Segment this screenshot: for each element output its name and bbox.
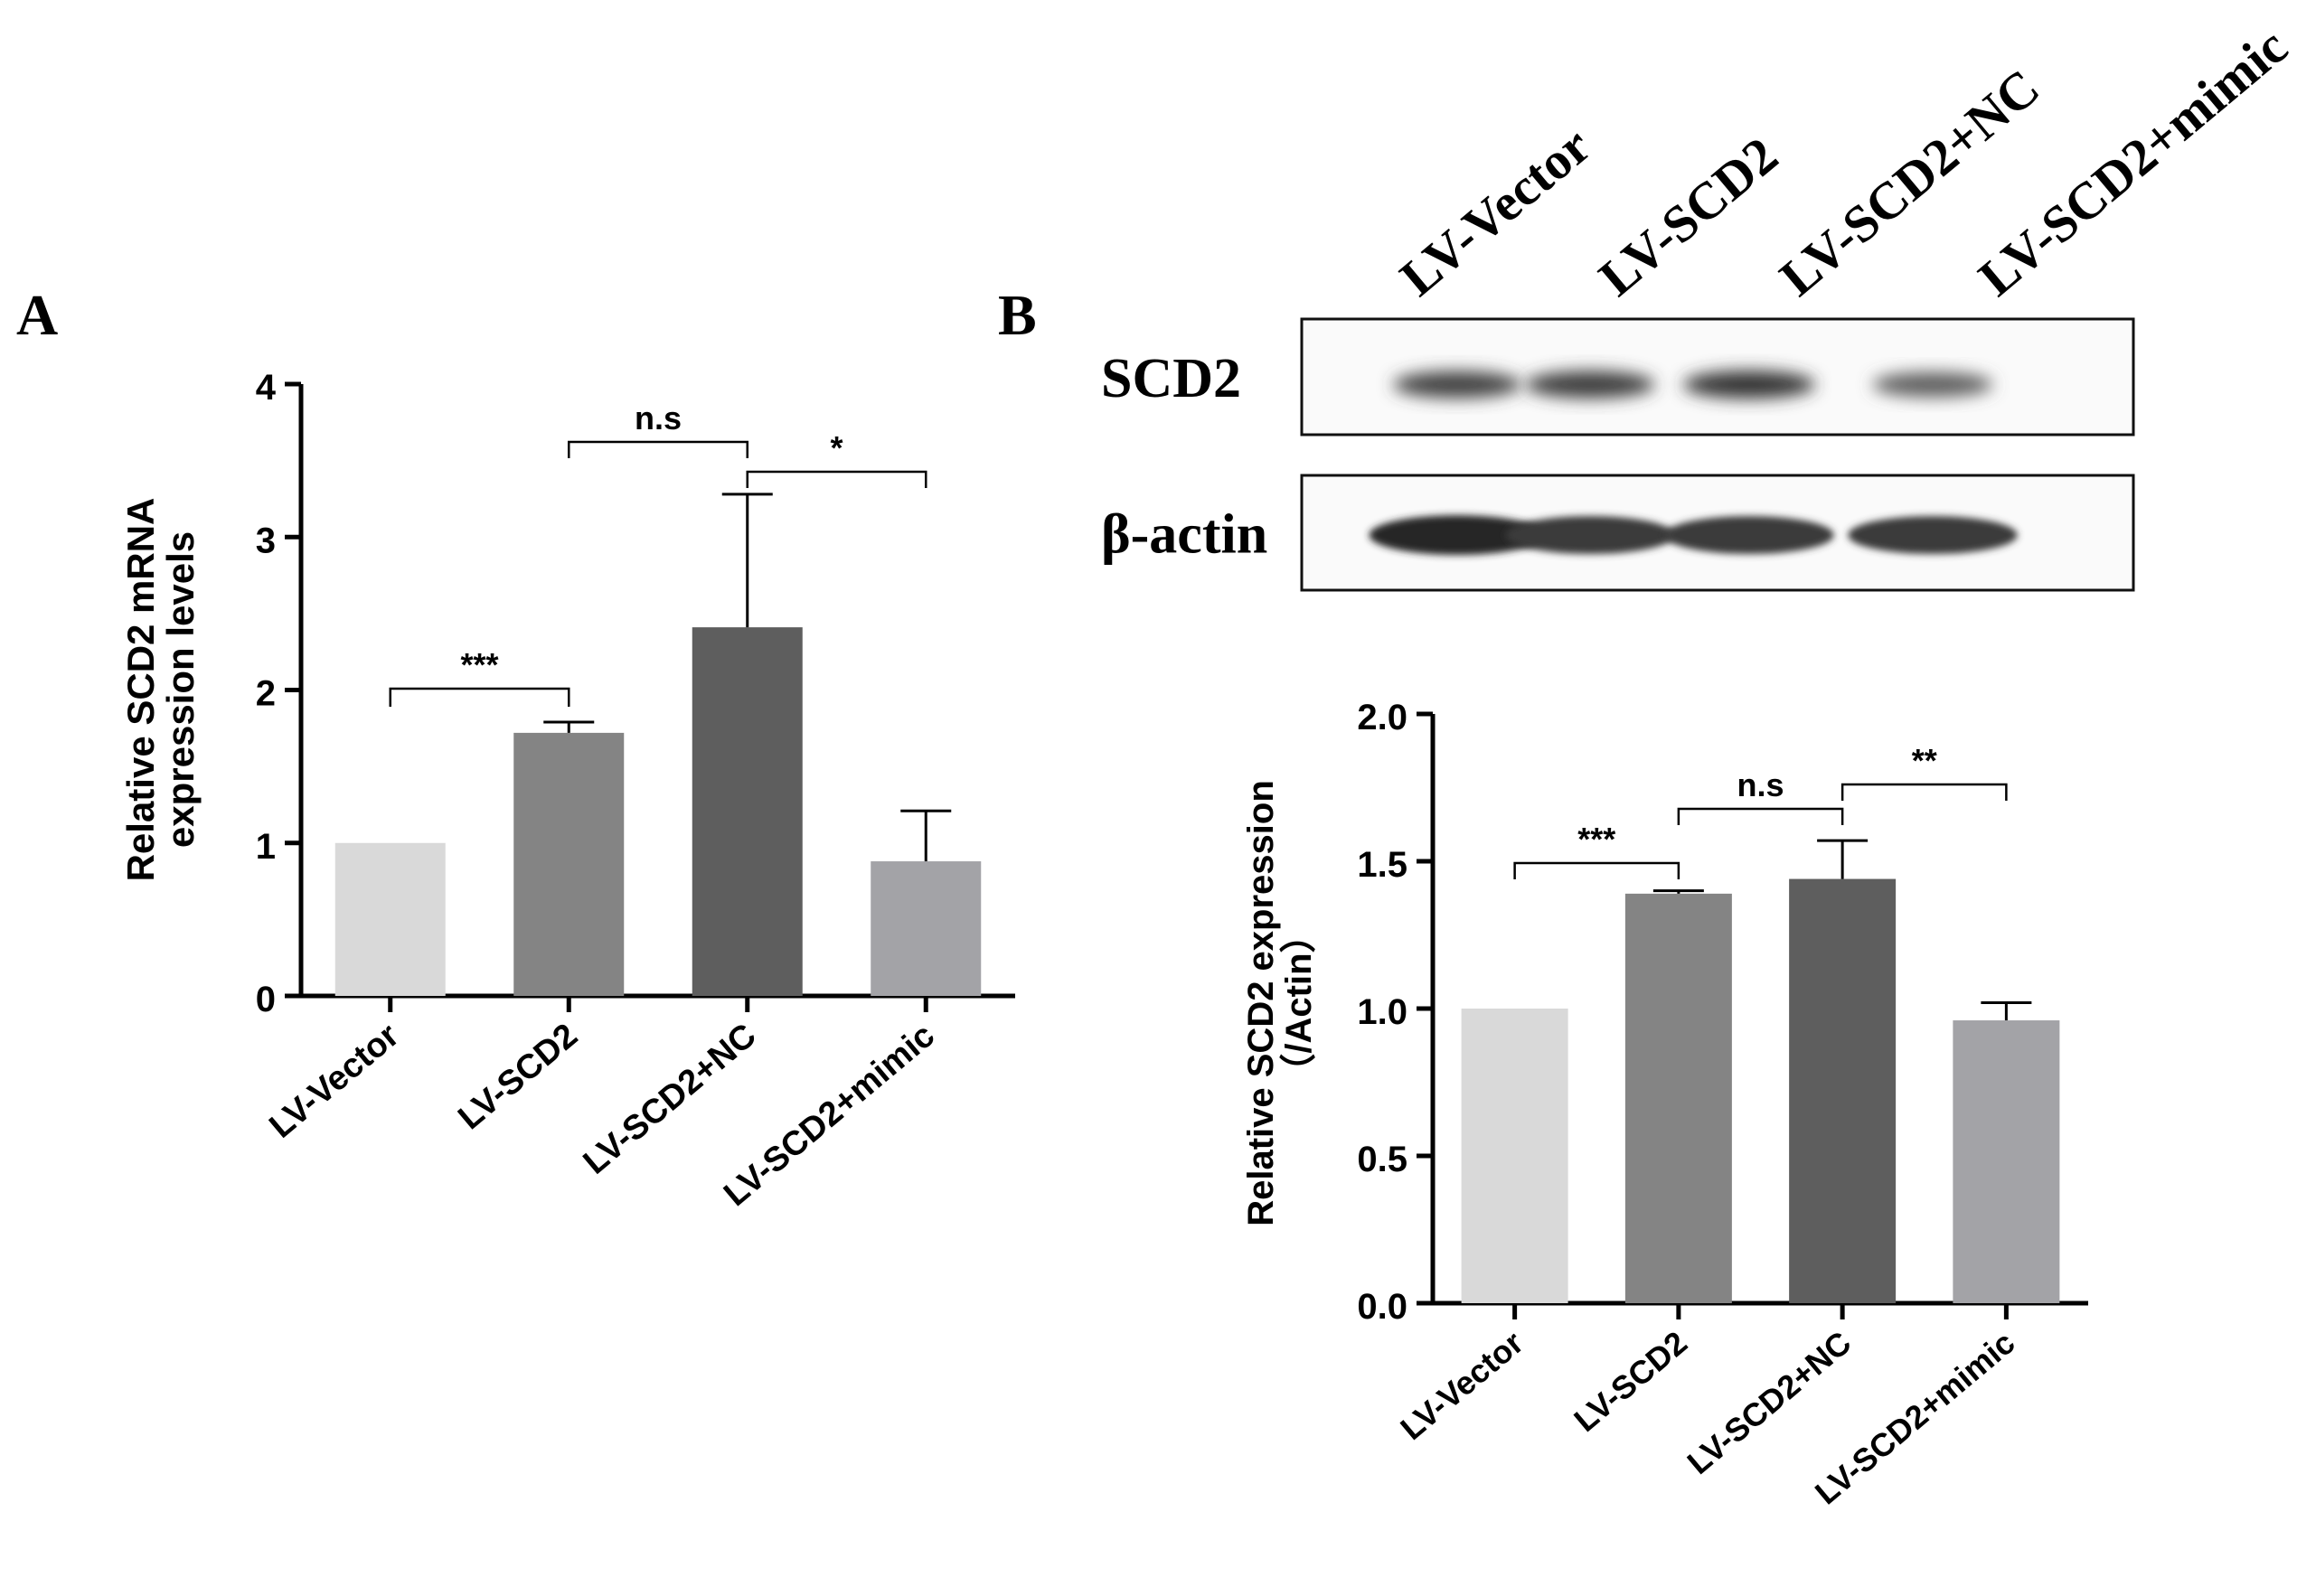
panel-a-letter: A	[16, 283, 58, 347]
y-tick-label: 3	[256, 521, 276, 560]
significance-bracket	[1840, 783, 2008, 801]
western-blot: SCD2β-actinLV-VectorLV-SCD2LV-SCD2+NCLV-…	[1101, 16, 2297, 592]
y-tick-label: 4	[256, 368, 277, 408]
significance-label: **	[1912, 742, 1937, 779]
blot-band	[1872, 371, 1993, 398]
bar	[1789, 878, 1897, 1303]
blot-band	[1505, 516, 1675, 555]
blot-band	[1369, 515, 1546, 556]
y-tick-label: 0.5	[1357, 1140, 1407, 1179]
y-axis-title-line: （/Actin）	[1279, 916, 1319, 1089]
blot-row-label: SCD2	[1101, 348, 1241, 409]
x-tick-label: LV-SCD2	[1567, 1324, 1694, 1439]
blot-row-label: β-actin	[1101, 504, 1267, 566]
x-tick-label: LV-SCD2+NC	[577, 1017, 764, 1182]
y-tick-label: 1	[256, 827, 276, 867]
y-tick-label: 0.0	[1357, 1287, 1407, 1327]
significance-label: *	[830, 429, 843, 466]
blot-band	[1664, 516, 1834, 555]
significance-bracket	[389, 687, 570, 707]
blot-band	[1848, 516, 2018, 555]
x-tick-label: LV-SCD2+NC	[1680, 1324, 1859, 1481]
y-tick-label: 1.0	[1357, 992, 1407, 1032]
bar	[871, 861, 982, 996]
blot-lane-label: LV-Vector	[1389, 116, 1602, 307]
significance-label: n.s	[635, 399, 682, 437]
x-tick-label: LV-Vector	[262, 1017, 406, 1146]
bar	[513, 732, 625, 996]
y-axis-title-line: Relative SCD2 mRNA	[119, 498, 162, 882]
bar	[692, 627, 803, 996]
significance-label: n.s	[1737, 766, 1784, 803]
significance-bracket	[1513, 861, 1680, 879]
bar	[1461, 1009, 1568, 1303]
bar	[1953, 1020, 2060, 1303]
y-tick-label: 2	[256, 674, 276, 714]
y-tick-label: 0	[256, 980, 276, 1019]
chart-b: 0.0 0.5 1.0 1.5 2.0 LV-Vector LV-SCD2LV-SCD2+N…	[1241, 698, 2088, 1512]
y-tick-label: 1.5	[1357, 845, 1407, 885]
significance-bracket	[1677, 807, 1844, 825]
significance-bracket	[568, 440, 748, 458]
blot-band	[1525, 371, 1655, 399]
significance-label: ***	[1577, 821, 1615, 858]
blot-lane-label: LV-SCD2	[1588, 126, 1789, 307]
y-tick-label: 2.0	[1357, 698, 1407, 737]
panel-b-letter: B	[998, 283, 1037, 347]
y-axis-title: Relative SCD2 expression（/Actin）	[1241, 780, 1319, 1226]
bar	[334, 842, 446, 996]
bar	[1624, 893, 1732, 1303]
blot-lane-label: LV-SCD2+mimic	[1968, 16, 2297, 307]
y-axis-title-line: Relative SCD2 expression	[1241, 780, 1281, 1226]
y-axis-title: Relative SCD2 mRNAexpression levels	[119, 498, 202, 882]
blot-band	[1393, 371, 1521, 399]
y-axis-title-line: expression levels	[159, 531, 202, 848]
x-tick-label: LV-Vector	[1393, 1324, 1530, 1447]
significance-bracket	[746, 470, 927, 488]
significance-label: ***	[460, 646, 498, 683]
x-tick-label: LV-SCD2	[451, 1017, 585, 1138]
blot-band	[1682, 371, 1816, 399]
